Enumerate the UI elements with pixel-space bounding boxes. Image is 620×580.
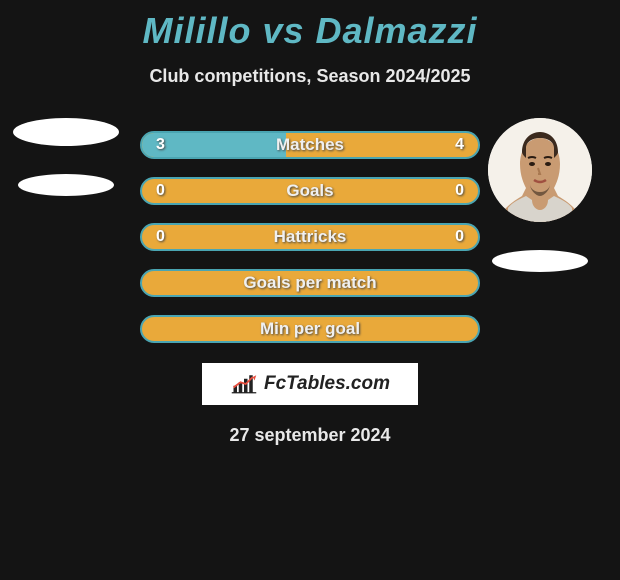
- person-icon: [488, 118, 592, 222]
- avatar-placeholder: [13, 118, 119, 146]
- stat-value-right: 4: [455, 136, 464, 154]
- player-avatar: [488, 118, 592, 222]
- bar-chart-icon: [230, 373, 258, 395]
- team-badge-placeholder: [492, 250, 588, 272]
- stat-value-left: 0: [156, 182, 165, 200]
- page-title: Milillo vs Dalmazzi: [0, 0, 620, 52]
- right-player-avatar-stack: [480, 118, 600, 272]
- stat-value-left: 0: [156, 228, 165, 246]
- team-badge-placeholder: [18, 174, 114, 196]
- stat-label: Goals per match: [142, 273, 478, 293]
- left-player-avatar-stack: [6, 118, 126, 196]
- brand-badge: FcTables.com: [202, 363, 418, 405]
- stat-label: Matches: [142, 135, 478, 155]
- brand-text: FcTables.com: [264, 373, 390, 395]
- subtitle: Club competitions, Season 2024/2025: [0, 66, 620, 87]
- stat-row: Matches3 4: [140, 131, 480, 159]
- date-label: 27 september 2024: [0, 425, 620, 446]
- stat-value-right: 0: [455, 182, 464, 200]
- stat-row: Min per goal: [140, 315, 480, 343]
- stat-label: Goals: [142, 181, 478, 201]
- stat-row: Goals0 0: [140, 177, 480, 205]
- stat-value-left: 3: [156, 136, 165, 154]
- stat-row: Hattricks0 0: [140, 223, 480, 251]
- stat-label: Hattricks: [142, 227, 478, 247]
- stat-value-right: 0: [455, 228, 464, 246]
- stat-row: Goals per match: [140, 269, 480, 297]
- stat-label: Min per goal: [142, 319, 478, 339]
